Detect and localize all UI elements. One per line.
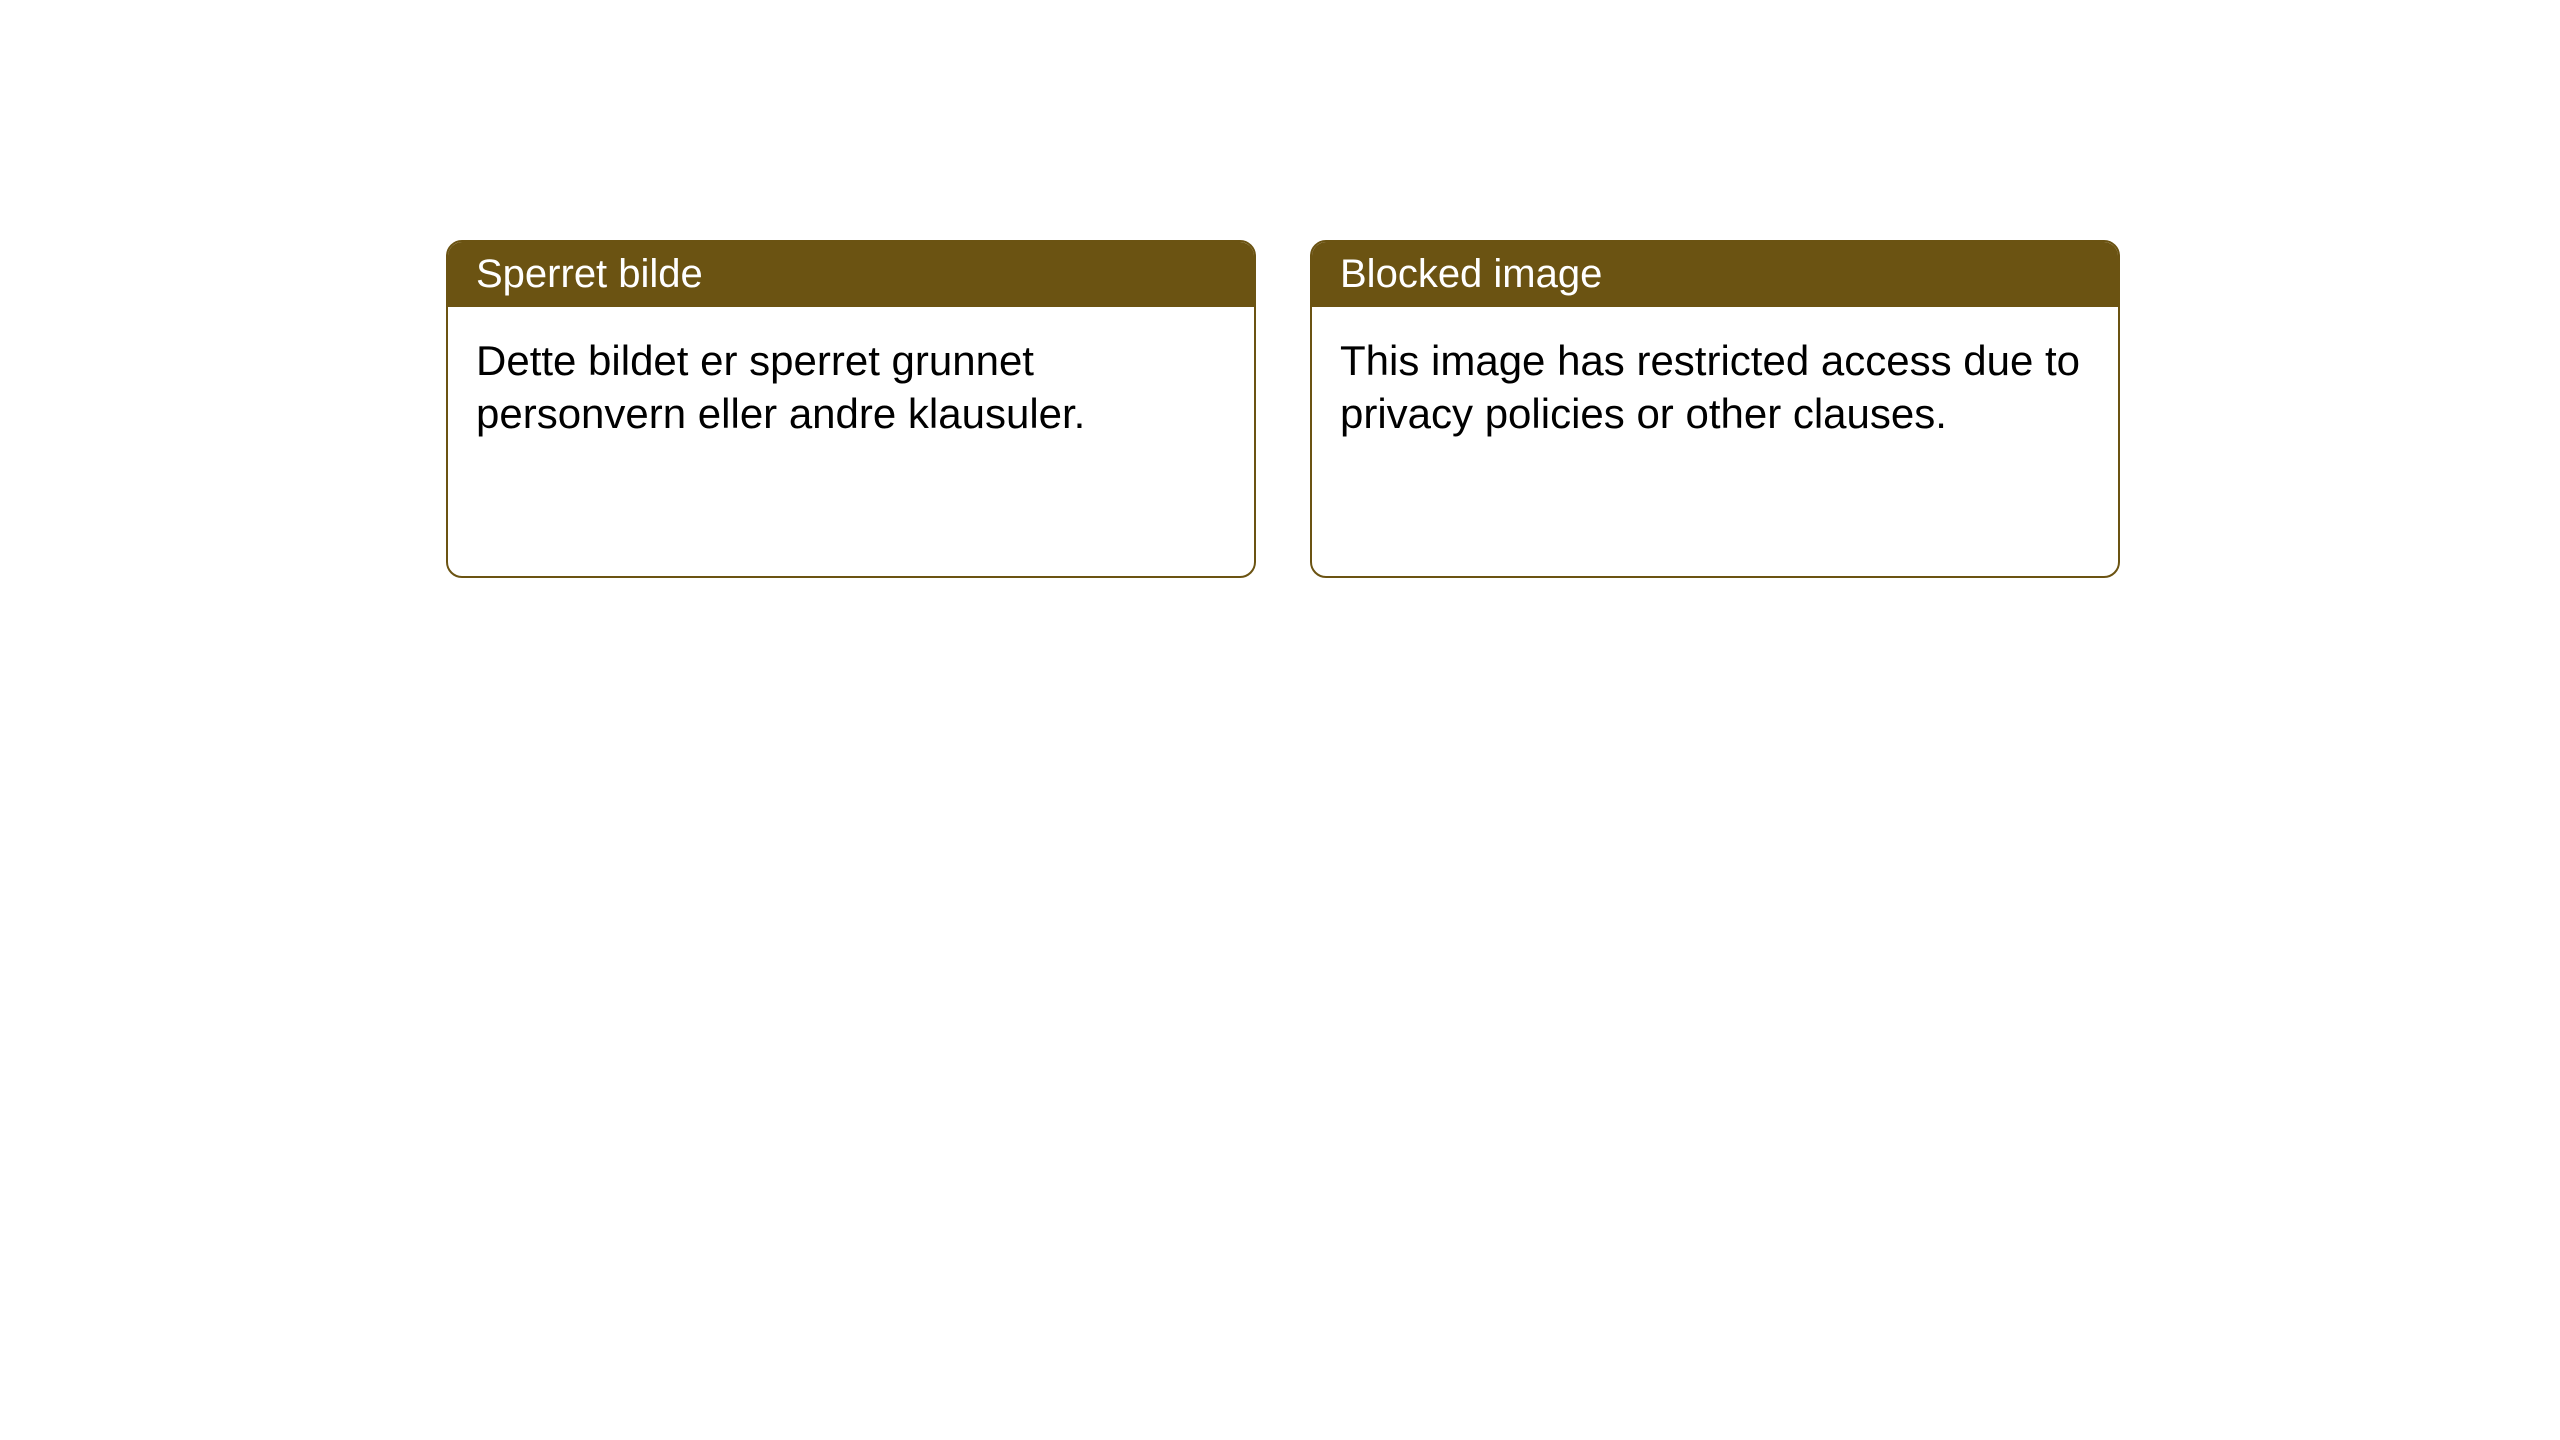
notice-text-english: This image has restricted access due to … (1340, 337, 2080, 437)
notice-title-norwegian: Sperret bilde (476, 252, 703, 296)
notice-title-english: Blocked image (1340, 252, 1602, 296)
notice-card-english: Blocked image This image has restricted … (1310, 240, 2120, 578)
notice-text-norwegian: Dette bildet er sperret grunnet personve… (476, 337, 1085, 437)
notice-cards-container: Sperret bilde Dette bildet er sperret gr… (446, 240, 2120, 578)
notice-card-norwegian: Sperret bilde Dette bildet er sperret gr… (446, 240, 1256, 578)
notice-body-english: This image has restricted access due to … (1312, 307, 2118, 468)
notice-body-norwegian: Dette bildet er sperret grunnet personve… (448, 307, 1254, 468)
notice-header-norwegian: Sperret bilde (448, 242, 1254, 307)
notice-header-english: Blocked image (1312, 242, 2118, 307)
